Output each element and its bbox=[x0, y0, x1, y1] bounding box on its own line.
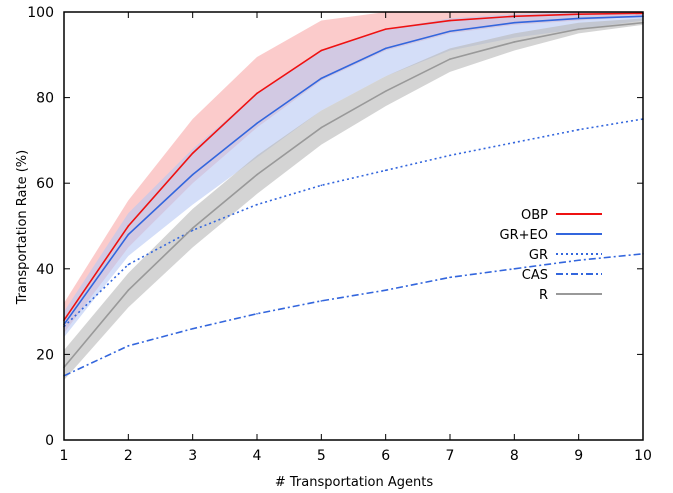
gr-point bbox=[191, 229, 194, 232]
obp-point bbox=[384, 28, 387, 30]
gr-point bbox=[384, 169, 387, 172]
legend-label-gr-eo: GR+EO bbox=[500, 228, 548, 243]
r-point bbox=[127, 289, 130, 292]
legend-label-r: R bbox=[539, 288, 548, 303]
cas-point bbox=[191, 327, 194, 330]
legend: OBP GR+EO GR CAS R bbox=[500, 208, 602, 303]
gr-eo-confidence-band bbox=[64, 12, 643, 338]
x-tick-label: 3 bbox=[188, 448, 197, 464]
gr-eo-point bbox=[256, 122, 258, 125]
cas-point bbox=[127, 345, 130, 347]
r-point bbox=[256, 173, 258, 176]
gr-point bbox=[127, 263, 130, 266]
gr-eo-line bbox=[63, 15, 644, 325]
x-tick-label: 8 bbox=[510, 448, 519, 464]
y-axis-label: Transportation Rate (%) bbox=[15, 150, 30, 305]
r-point bbox=[320, 126, 323, 129]
gr-eo-point bbox=[577, 17, 580, 20]
legend-label-gr: GR bbox=[529, 248, 548, 263]
r-point bbox=[384, 90, 387, 92]
y-tick-label: 100 bbox=[27, 5, 54, 21]
y-tick-label: 40 bbox=[36, 262, 54, 278]
gr-eo-point bbox=[127, 233, 130, 236]
r-line bbox=[63, 21, 644, 368]
gr-eo-point bbox=[513, 21, 516, 24]
cas-point bbox=[256, 312, 258, 315]
axis-ticks bbox=[63, 11, 644, 441]
gr-eo-point bbox=[320, 77, 323, 80]
obp-point bbox=[127, 225, 130, 227]
obp-point bbox=[320, 49, 323, 52]
gr-point bbox=[513, 141, 516, 144]
y-tick-label: 60 bbox=[36, 176, 54, 192]
x-tick-label: 1 bbox=[60, 448, 69, 464]
r-point bbox=[191, 227, 194, 229]
cas-point bbox=[577, 259, 580, 262]
obp-point bbox=[191, 152, 194, 155]
obp-point bbox=[449, 19, 451, 22]
legend-label-obp: OBP bbox=[521, 208, 548, 223]
r-point bbox=[513, 41, 516, 43]
cas-point bbox=[320, 300, 323, 302]
x-tick-label: 7 bbox=[446, 448, 455, 464]
gr-eo-point bbox=[191, 173, 194, 176]
plot-frame bbox=[63, 11, 644, 441]
x-tick-label: 10 bbox=[634, 448, 652, 464]
x-tick-label: 4 bbox=[253, 448, 262, 464]
gr-point bbox=[256, 203, 258, 206]
gr-eo-point bbox=[384, 47, 387, 50]
obp-line bbox=[63, 12, 644, 321]
obp-point bbox=[256, 92, 258, 95]
gr-point bbox=[577, 128, 580, 131]
x-tick-label: 6 bbox=[381, 448, 390, 464]
x-axis-label: # Transportation Agents bbox=[275, 475, 434, 490]
x-tick-label: 5 bbox=[317, 448, 326, 464]
cas-point bbox=[513, 268, 516, 270]
y-tick-label: 0 bbox=[45, 433, 54, 449]
gr-line bbox=[63, 118, 644, 328]
y-tick-label: 20 bbox=[36, 347, 54, 363]
cas-line bbox=[63, 253, 644, 377]
x-tick-label: 9 bbox=[574, 448, 583, 464]
cas-point bbox=[449, 276, 451, 279]
gr-point bbox=[449, 154, 451, 157]
y-tick-label: 80 bbox=[36, 91, 54, 107]
cas-point bbox=[384, 289, 387, 292]
x-tick-label: 2 bbox=[124, 448, 133, 464]
gr-eo-point bbox=[449, 30, 451, 33]
series-lines bbox=[63, 12, 644, 377]
r-point bbox=[449, 58, 451, 60]
legend-label-cas: CAS bbox=[522, 268, 548, 283]
gr-point bbox=[320, 184, 323, 187]
confidence-bands bbox=[64, 12, 643, 381]
r-point bbox=[577, 28, 580, 30]
